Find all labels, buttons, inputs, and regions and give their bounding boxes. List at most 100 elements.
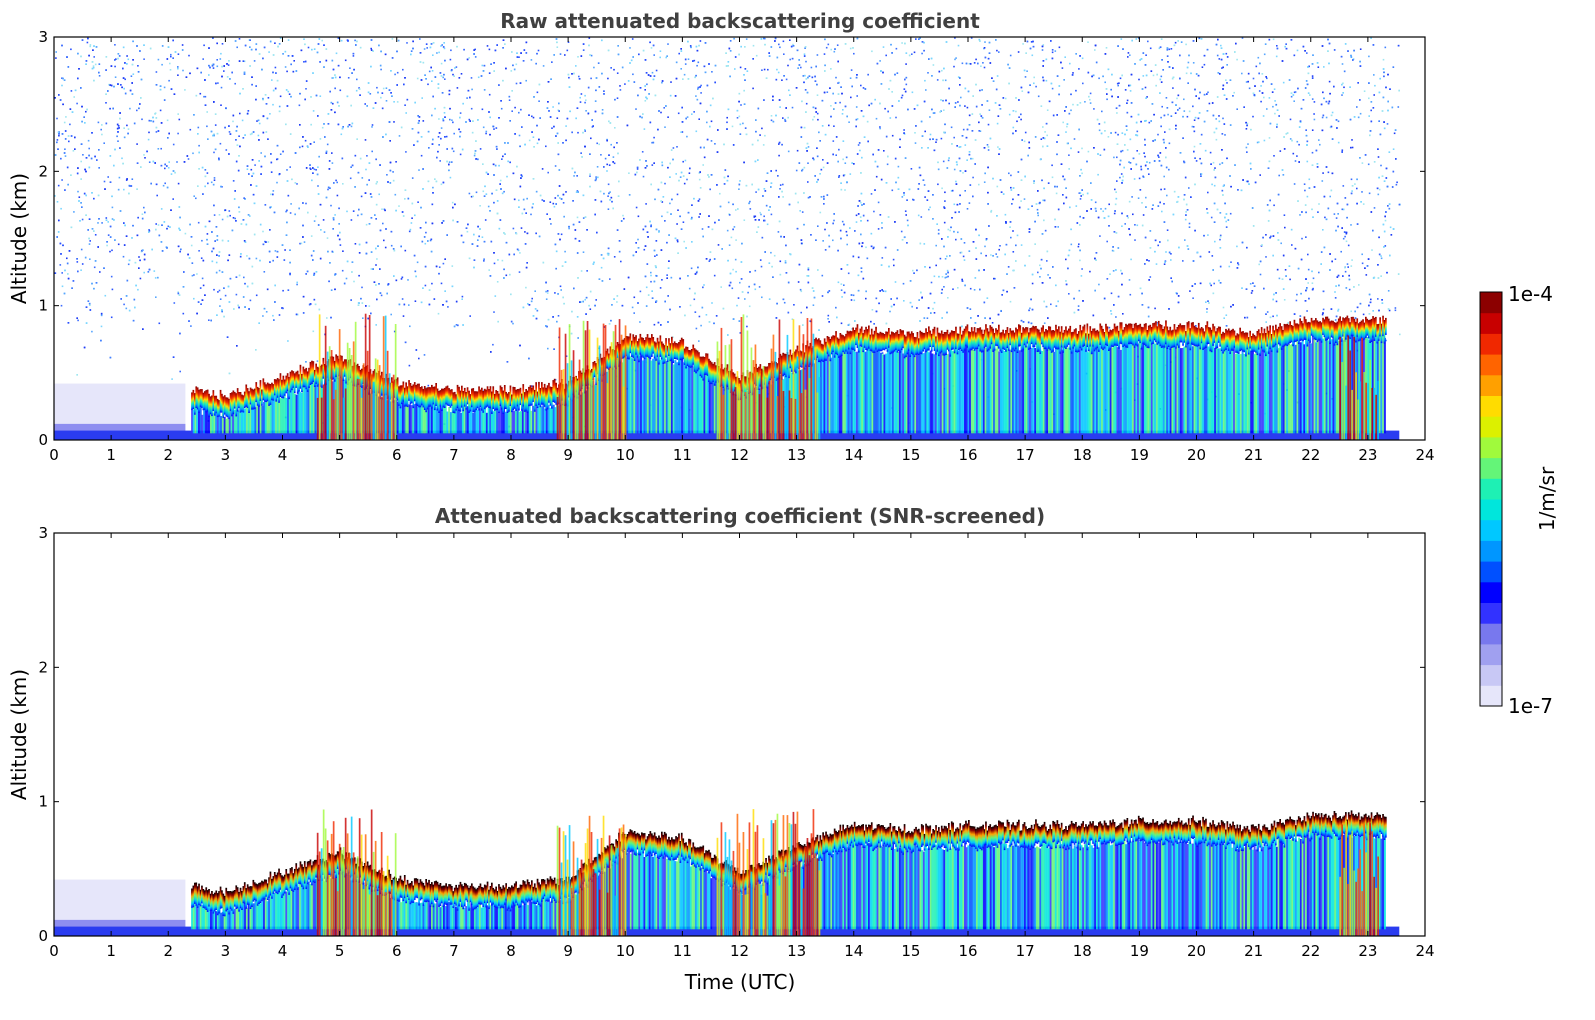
colorbar-min-label: 1e-7: [1508, 694, 1553, 718]
top-y-axis: 0 1 2 3: [38, 28, 1425, 449]
x-tick-label: 14: [844, 942, 863, 960]
colorbar-bands: [1480, 292, 1502, 707]
x-tick-label: 21: [1244, 942, 1263, 960]
x-tick-label: 14: [844, 446, 863, 464]
x-tick-label: 6: [392, 942, 402, 960]
x-tick-label: 11: [673, 942, 692, 960]
x-tick-label: 8: [506, 942, 516, 960]
colorbar-band: [1480, 643, 1502, 666]
y-tick-label: 2: [38, 658, 48, 676]
y-tick-label: 0: [38, 927, 48, 945]
colorbar-band: [1480, 602, 1502, 624]
y-tick-label: 2: [38, 162, 48, 180]
x-tick-label: 2: [163, 446, 173, 464]
x-tick-label: 5: [335, 446, 345, 464]
x-tick-label: 3: [221, 942, 231, 960]
top-x-axis: 0 1 2 3 4 5 6 7 8 9 10 11 12 13 14 15 16 17 18 19 20 21 22 23 24: [49, 37, 1435, 464]
colorbar-band: [1480, 561, 1502, 583]
x-tick-label: 20: [1187, 942, 1206, 960]
bottom-y-axis-label: Altitude (km): [7, 669, 31, 800]
aerosol-layer: [191, 315, 1387, 420]
bottom-panel: Attenuated backscattering coefficient (S…: [7, 504, 1435, 994]
colorbar-band: [1480, 664, 1502, 686]
colorbar-units-label: 1/m/sr: [1535, 466, 1559, 531]
x-tick-label: 12: [730, 942, 749, 960]
x-tick-label: 16: [958, 446, 977, 464]
colorbar-band: [1480, 499, 1502, 521]
bottom-y-axis: 0 1 2 3: [38, 524, 1425, 945]
x-tick-label: 17: [1016, 446, 1035, 464]
y-tick-label: 1: [38, 297, 48, 315]
colorbar-band: [1480, 333, 1502, 355]
x-tick-label: 24: [1415, 446, 1434, 464]
x-tick-label: 7: [449, 446, 459, 464]
x-tick-label: 8: [506, 446, 516, 464]
colorbar-band: [1480, 312, 1502, 334]
x-tick-label: 4: [278, 942, 288, 960]
colorbar-band: [1480, 685, 1502, 707]
colorbar: 1e-4 1e-7 1/m/sr: [1479, 282, 1559, 718]
x-tick-label: 23: [1358, 446, 1377, 464]
colorbar-max-label: 1e-4: [1508, 282, 1553, 306]
colorbar-band: [1480, 354, 1502, 376]
top-y-axis-label: Altitude (km): [7, 173, 31, 304]
heatmap-field: [54, 809, 1400, 936]
x-tick-label: 7: [449, 942, 459, 960]
y-tick-label: 3: [38, 524, 48, 542]
x-tick-label: 24: [1415, 942, 1434, 960]
heatmap-field: [54, 37, 1401, 440]
noise-speckle: [54, 37, 1401, 438]
top-plot-area: [54, 37, 1401, 440]
colorbar-band: [1480, 581, 1502, 603]
x-tick-label: 2: [163, 942, 173, 960]
colorbar-band: [1480, 416, 1502, 438]
bottom-plot-area: [54, 809, 1400, 936]
x-tick-label: 13: [787, 942, 806, 960]
x-tick-label: 19: [1130, 942, 1149, 960]
x-tick-label: 1: [106, 942, 116, 960]
x-tick-label: 13: [787, 446, 806, 464]
x-tick-label: 18: [1073, 942, 1092, 960]
x-tick-label: 22: [1301, 446, 1320, 464]
colorbar-frame: [1479, 291, 1503, 707]
x-tick-label: 21: [1244, 446, 1263, 464]
x-tick-label: 18: [1073, 446, 1092, 464]
top-panel: Raw attenuated backscattering coefficien…: [7, 9, 1435, 464]
colorbar-band: [1480, 457, 1502, 479]
top-panel-title: Raw attenuated backscattering coefficien…: [500, 9, 980, 33]
convective-plumes: [316, 809, 1379, 936]
x-tick-label: 16: [958, 942, 977, 960]
colorbar-band: [1480, 436, 1502, 459]
x-tick-label: 12: [730, 446, 749, 464]
x-tick-label: 10: [616, 942, 635, 960]
x-tick-label: 9: [563, 942, 573, 960]
x-tick-label: 4: [278, 446, 288, 464]
bottom-panel-title: Attenuated backscattering coefficient (S…: [435, 504, 1045, 528]
x-tick-label: 19: [1130, 446, 1149, 464]
colorbar-band: [1480, 395, 1502, 417]
bottom-x-axis-label: Time (UTC): [684, 970, 796, 994]
y-tick-label: 1: [38, 793, 48, 811]
x-tick-label: 22: [1301, 942, 1320, 960]
x-tick-label: 0: [49, 942, 59, 960]
x-tick-label: 15: [901, 446, 920, 464]
bottom-x-axis: 0 1 2 3 4 5 6 7 8 9 10 11 12 13 14 15 16 17 18 19 20 21 22 23 24: [49, 533, 1435, 960]
x-tick-label: 11: [673, 446, 692, 464]
y-tick-label: 3: [38, 28, 48, 46]
colorbar-band: [1480, 623, 1502, 645]
colorbar-band: [1480, 374, 1502, 396]
x-tick-label: 15: [901, 942, 920, 960]
x-tick-label: 5: [335, 942, 345, 960]
x-tick-label: 3: [221, 446, 231, 464]
y-tick-label: 0: [38, 431, 48, 449]
x-tick-label: 6: [392, 446, 402, 464]
colorbar-band: [1480, 540, 1502, 562]
x-tick-label: 23: [1358, 942, 1377, 960]
x-tick-label: 17: [1016, 942, 1035, 960]
x-tick-label: 10: [616, 446, 635, 464]
x-tick-label: 0: [49, 446, 59, 464]
x-tick-label: 1: [106, 446, 116, 464]
colorbar-band: [1480, 519, 1502, 541]
convective-plumes: [316, 313, 1379, 440]
